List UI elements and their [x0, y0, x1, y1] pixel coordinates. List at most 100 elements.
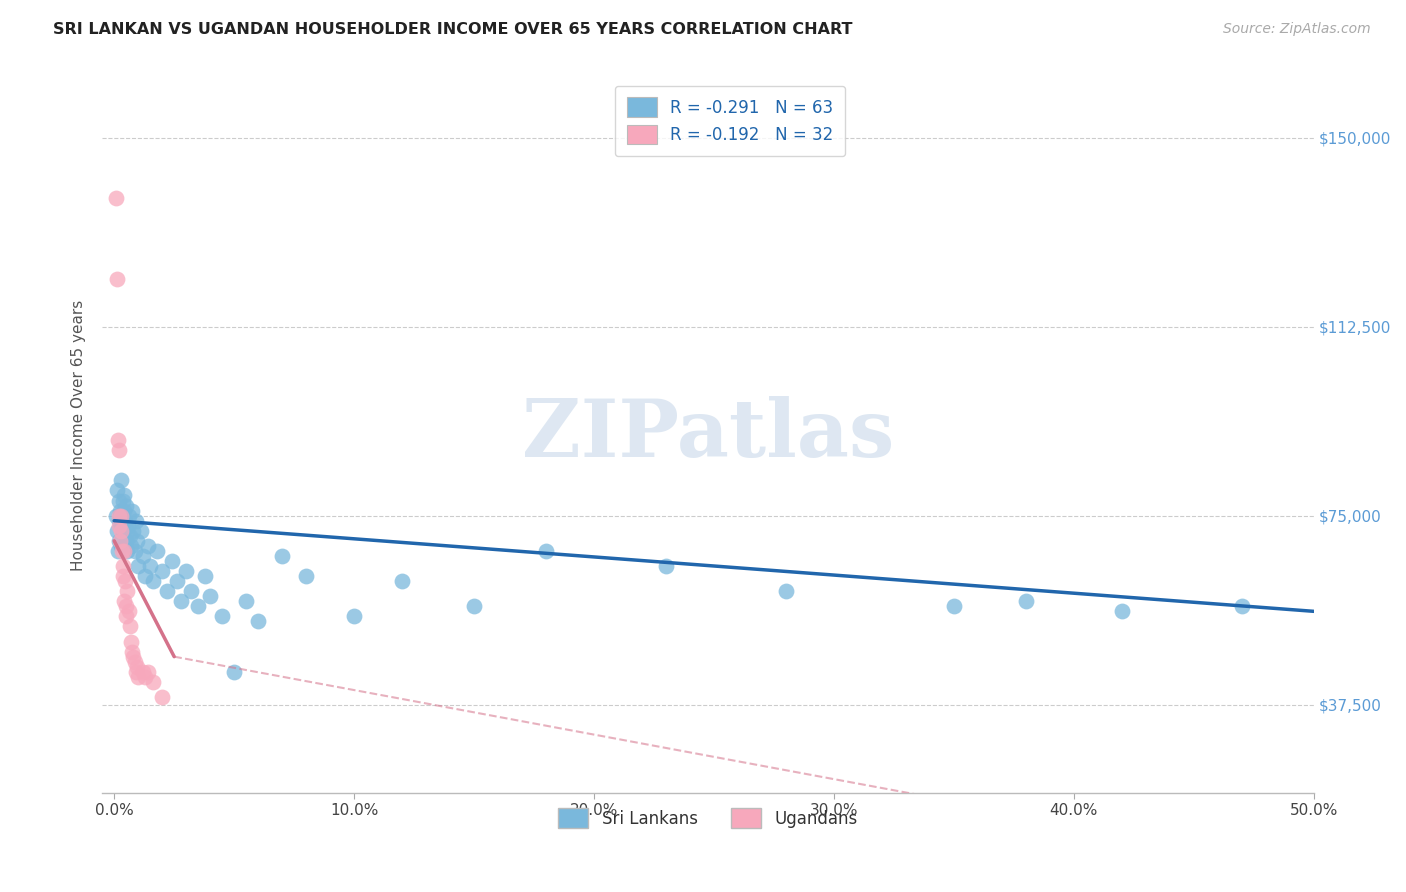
Point [117, 604, 139, 618]
Point [111, 544, 134, 558]
Point [942, 599, 965, 614]
Point [107, 493, 129, 508]
Point [108, 518, 131, 533]
Point [112, 544, 135, 558]
Point [108, 533, 131, 548]
Point [110, 474, 132, 488]
Point [111, 493, 134, 508]
Point [1230, 599, 1253, 614]
Point [117, 584, 139, 599]
Point [118, 529, 141, 543]
Point [121, 503, 143, 517]
Legend: Sri Lankans, Ugandans: Sri Lankans, Ugandans [551, 802, 865, 834]
Point [142, 674, 165, 689]
Point [110, 508, 132, 523]
Point [108, 503, 131, 517]
Point [170, 594, 193, 608]
Point [114, 533, 136, 548]
Point [142, 574, 165, 588]
Point [112, 569, 135, 583]
Point [111, 508, 134, 523]
Point [125, 533, 148, 548]
Point [114, 599, 136, 614]
Point [136, 539, 159, 553]
Point [120, 634, 142, 648]
Point [112, 594, 135, 608]
Point [125, 514, 148, 528]
Point [166, 574, 188, 588]
Point [198, 589, 221, 603]
Point [194, 569, 217, 583]
Point [127, 670, 149, 684]
Point [105, 508, 128, 523]
Point [122, 649, 145, 664]
Point [132, 665, 155, 679]
Point [134, 670, 156, 684]
Point [112, 524, 135, 538]
Point [115, 524, 138, 538]
Point [108, 533, 131, 548]
Point [271, 549, 294, 563]
Point [107, 433, 129, 447]
Text: SRI LANKAN VS UGANDAN HOUSEHOLDER INCOME OVER 65 YEARS CORRELATION CHART: SRI LANKAN VS UGANDAN HOUSEHOLDER INCOME… [53, 22, 853, 37]
Point [108, 508, 131, 523]
Point [655, 559, 678, 574]
Point [105, 191, 128, 205]
Point [129, 524, 152, 538]
Point [117, 508, 139, 523]
Point [180, 584, 202, 599]
Point [124, 544, 146, 558]
Text: ZIPatlas: ZIPatlas [522, 396, 894, 474]
Point [187, 599, 209, 614]
Point [1111, 604, 1133, 618]
Point [105, 483, 128, 498]
Point [775, 584, 797, 599]
Point [463, 599, 485, 614]
Point [107, 443, 129, 458]
Text: Source: ZipAtlas.com: Source: ZipAtlas.com [1223, 22, 1371, 37]
Point [117, 518, 139, 533]
Point [150, 690, 173, 704]
Point [247, 615, 270, 629]
Point [105, 524, 128, 538]
Point [108, 514, 131, 528]
Point [235, 594, 257, 608]
Point [117, 544, 139, 558]
Point [111, 559, 134, 574]
Point [121, 645, 143, 659]
Point [224, 665, 246, 679]
Point [120, 539, 142, 553]
Point [139, 559, 162, 574]
Point [112, 503, 135, 517]
Point [115, 609, 138, 624]
Point [132, 549, 155, 563]
Point [211, 609, 233, 624]
Point [1015, 594, 1038, 608]
Point [114, 514, 136, 528]
Point [112, 488, 135, 502]
Y-axis label: Householder Income Over 65 years: Householder Income Over 65 years [72, 300, 86, 571]
Point [136, 665, 159, 679]
Point [125, 665, 148, 679]
Point [127, 559, 149, 574]
Point [146, 544, 169, 558]
Point [114, 574, 136, 588]
Point [343, 609, 366, 624]
Point [118, 619, 141, 633]
Point [160, 554, 183, 568]
Point [125, 659, 148, 673]
Point [156, 584, 179, 599]
Point [110, 524, 132, 538]
Point [115, 499, 138, 513]
Point [105, 272, 128, 286]
Point [110, 539, 132, 553]
Point [391, 574, 413, 588]
Point [134, 569, 156, 583]
Point [124, 655, 146, 669]
Point [295, 569, 318, 583]
Point [174, 564, 197, 578]
Point [107, 544, 129, 558]
Point [122, 524, 145, 538]
Point [534, 544, 557, 558]
Point [150, 564, 173, 578]
